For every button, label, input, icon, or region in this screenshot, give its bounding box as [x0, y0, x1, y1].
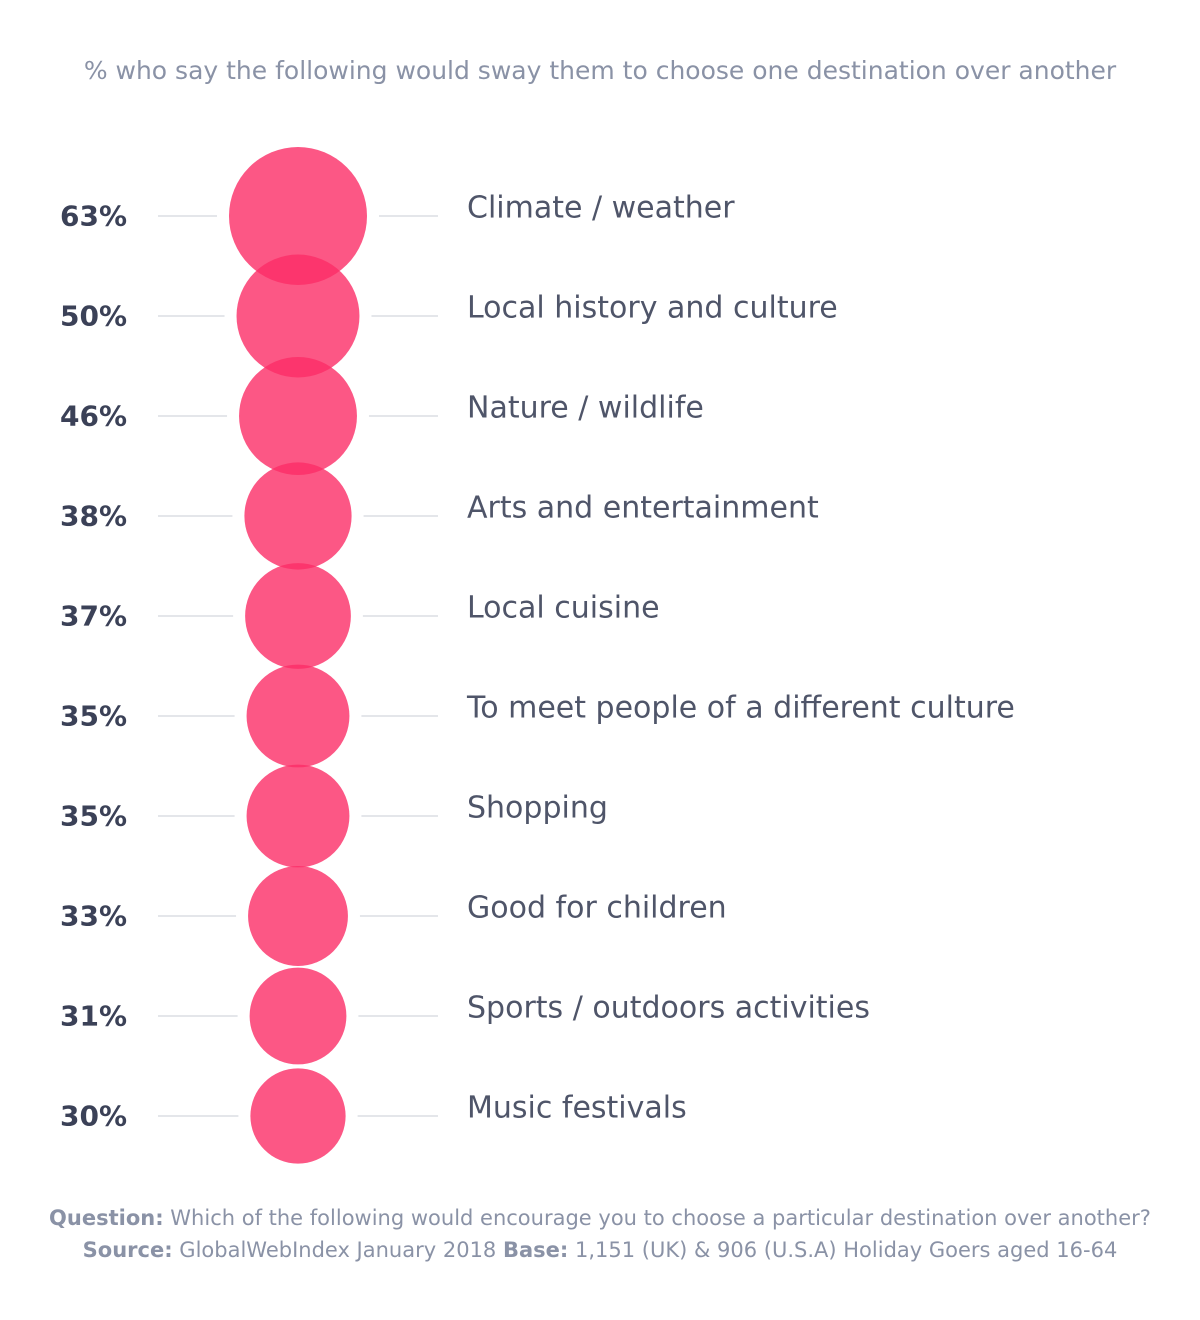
footer-question: Question: Which of the following would e… [0, 1206, 1200, 1230]
bubbles [229, 147, 367, 1164]
bubble-7 [246, 764, 350, 868]
bubble-3 [239, 357, 357, 475]
bubble-2 [236, 254, 360, 378]
value-label-5: 37% [60, 600, 127, 633]
base-text: 1,151 (UK) & 906 (U.S.A) Holiday Goers a… [568, 1238, 1118, 1262]
value-label-6: 35% [60, 700, 127, 733]
value-label-9: 31% [60, 1000, 127, 1033]
bubble-5 [245, 563, 351, 669]
value-label-10: 30% [60, 1100, 127, 1133]
bubble-9 [249, 967, 347, 1065]
category-label-4: Arts and entertainment [467, 491, 819, 526]
footer-source: Source: GlobalWebIndex January 2018 Base… [0, 1238, 1200, 1262]
source-label: Source: [82, 1238, 173, 1262]
base-label: Base: [502, 1238, 569, 1262]
value-label-7: 35% [60, 800, 127, 833]
category-label-9: Sports / outdoors activities [467, 991, 870, 1026]
category-label-6: To meet people of a different culture [466, 691, 1015, 726]
bubble-10 [250, 1068, 346, 1164]
value-label-2: 50% [60, 300, 127, 333]
bubble-chart: 63% 50% 46% 38% 37% 35% 35% 33% 31% 30% Climate /… [60, 147, 1015, 1164]
category-label-8: Good for children [467, 891, 727, 926]
value-label-4: 38% [60, 500, 127, 533]
bubble-8 [248, 866, 348, 966]
value-label-3: 46% [60, 400, 127, 433]
category-label-7: Shopping [467, 791, 608, 826]
category-label-1: Climate / weather [467, 191, 735, 226]
category-label-5: Local cuisine [467, 591, 660, 626]
bubble-1 [229, 147, 367, 285]
source-text: GlobalWebIndex January 2018 [172, 1238, 503, 1262]
leader-lines [158, 215, 438, 1117]
category-label-2: Local history and culture [467, 291, 838, 326]
bubble-4 [244, 462, 352, 570]
value-label-8: 33% [60, 900, 127, 933]
category-labels: Climate / weather Local history and cultu… [466, 191, 1015, 1126]
bubble-6 [246, 664, 350, 768]
value-labels: 63% 50% 46% 38% 37% 35% 35% 33% 31% 30% [60, 200, 127, 1133]
category-label-3: Nature / wildlife [467, 391, 704, 426]
value-label-1: 63% [60, 200, 127, 233]
chart-subtitle: % who say the following would sway them … [83, 56, 1117, 85]
question-label: Question: [49, 1206, 164, 1230]
question-text: Which of the following would encourage y… [163, 1206, 1151, 1230]
category-label-10: Music festivals [467, 1091, 687, 1126]
